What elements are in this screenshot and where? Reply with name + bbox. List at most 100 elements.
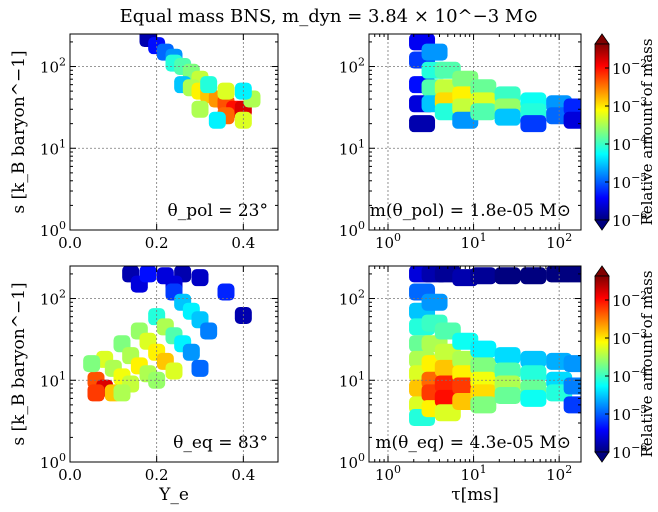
heatmap-cell: [520, 115, 547, 133]
panel-top-left: 0.0 0.2 0.4 100 101 102 θ_pol = 23° s [k_B bary…: [9, 33, 279, 252]
y-tick-label: 101: [40, 137, 66, 158]
plot-frame: [69, 33, 279, 231]
heatmap-cell: [217, 82, 235, 100]
heatmap-cell: [563, 396, 581, 414]
heatmap-cell: [470, 267, 497, 285]
y-tick-label: 100: [40, 219, 66, 240]
heatmap-cell: [494, 347, 521, 365]
heatmap-cell: [409, 115, 436, 133]
heatmap-cell: [217, 283, 235, 301]
plot-frame: [368, 265, 582, 463]
y-tick-label: 102: [339, 288, 365, 309]
heatmap-cell: [191, 269, 209, 287]
panel-annotation: m(θ_pol) = 1.8e-05 M⊙: [370, 201, 571, 221]
y-tick-label: 101: [40, 369, 66, 390]
heatmap-cell: [208, 111, 226, 129]
panel-top-right: 100 101 102 100 101 102 m(θ_pol) = 1.8e-05 M⊙ 1…: [339, 33, 656, 252]
colorbar-label: Relative amount of mass: [638, 270, 656, 457]
heatmap-cells: [83, 266, 252, 402]
heatmap-cell: [234, 111, 252, 129]
y-tick-label: 100: [40, 451, 66, 472]
y-tick-label: 100: [339, 451, 365, 472]
heatmap-cells: [139, 34, 261, 129]
colorbar-tick-label: 10−2: [612, 57, 647, 78]
heatmap-cell: [470, 103, 497, 121]
colorbar-tick-label: 10−4: [612, 133, 647, 154]
y-tick-label: 102: [40, 288, 66, 309]
x-tick-label: 0.4: [231, 234, 255, 252]
heatmap-cells: [409, 266, 581, 427]
colorbar-tick-label: 10−5: [612, 171, 647, 192]
heatmap-cell: [182, 343, 200, 361]
plot-frame: [69, 265, 279, 463]
colorbar-gradient: [594, 43, 610, 221]
heatmap-cell: [563, 377, 581, 395]
heatmap-cell: [563, 98, 581, 116]
panel-bottom-left: 0.0 0.2 0.4 100 101 102 θ_eq = 83° Y_e s [k_B ba…: [9, 265, 279, 505]
x-tick-label: 102: [546, 231, 572, 252]
x-tick-label: 0.0: [58, 466, 82, 484]
x-tick-label: 102: [546, 463, 572, 484]
colorbar-gradient: [594, 275, 610, 453]
panel-annotation: θ_pol = 23°: [168, 201, 268, 221]
heatmap-cell: [494, 108, 521, 126]
colorbar-tick-label: 10−5: [612, 403, 647, 424]
x-tick-label: 100: [375, 231, 401, 252]
heatmap-cell: [148, 371, 166, 389]
y-tick-label: 102: [40, 56, 66, 77]
x-axis-label: τ[ms]: [451, 485, 499, 505]
x-tick-label: 0.0: [58, 234, 82, 252]
heatmap-cell: [563, 355, 581, 373]
colorbar-label: Relative amount of mass: [638, 38, 656, 225]
heatmap-cell: [139, 266, 157, 283]
heatmap-cell: [200, 322, 218, 340]
heatmap-cell: [494, 362, 521, 380]
colorbar-extend-bottom: [594, 219, 610, 231]
heatmap-cell: [494, 267, 521, 285]
x-tick-label: 100: [375, 463, 401, 484]
heatmap-cell: [83, 355, 101, 373]
colorbar-tick-label: 10−6: [612, 441, 647, 462]
heatmap-cell: [113, 384, 131, 402]
heatmap-cell: [191, 100, 209, 118]
colorbar-extend-bottom: [594, 451, 610, 463]
colorbar-tick-label: 10−3: [612, 327, 647, 348]
heatmap-cell: [520, 350, 547, 368]
heatmap-cell: [87, 384, 105, 402]
heatmap-cell: [494, 387, 521, 405]
heatmap-cells: [409, 34, 581, 133]
heatmap-cell: [520, 389, 547, 407]
y-tick-label: 101: [339, 369, 365, 390]
colorbar-tick-label: 10−3: [612, 95, 647, 116]
colorbar-tick-label: 10−4: [612, 365, 647, 386]
heatmap-cell: [191, 359, 209, 377]
colorbar-tick-label: 10−2: [612, 289, 647, 310]
heatmap-cell: [470, 396, 497, 414]
colorbar-extend-top: [594, 33, 610, 45]
y-axis-label: s [k_B baryon^−1]: [9, 282, 29, 445]
y-tick-label: 100: [339, 219, 365, 240]
y-tick-label: 102: [339, 56, 365, 77]
heatmap-cell: [421, 293, 448, 311]
x-tick-label: 101: [461, 463, 487, 484]
colorbar-tick-label: 10−6: [612, 209, 647, 230]
panel-annotation: m(θ_eq) = 4.3e-05 M⊙: [375, 433, 571, 453]
x-tick-label: 0.4: [231, 466, 255, 484]
x-tick-label: 101: [461, 231, 487, 252]
colorbar-extend-top: [594, 265, 610, 277]
x-tick-label: 0.2: [145, 466, 169, 484]
heatmap-cell: [520, 365, 547, 383]
heatmap-cell: [470, 340, 497, 358]
y-tick-label: 101: [339, 137, 365, 158]
x-tick-label: 0.2: [145, 234, 169, 252]
heatmap-cell: [200, 76, 218, 94]
y-axis-label: s [k_B baryon^−1]: [9, 50, 29, 213]
heatmap-cell: [563, 111, 581, 129]
heatmap-cell: [165, 362, 183, 380]
heatmap-cell: [470, 357, 497, 375]
x-axis-label: Y_e: [158, 485, 189, 505]
plot-frame: [368, 33, 582, 231]
